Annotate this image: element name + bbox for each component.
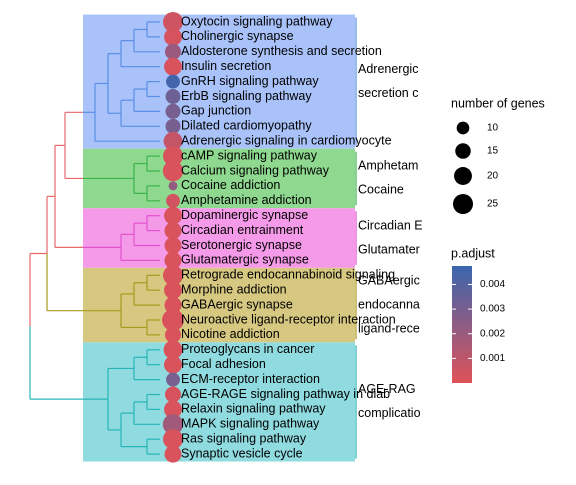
cluster-label: GABAergic [358,273,420,287]
gene-point [165,326,181,343]
gene-point [165,89,181,104]
pathway-label: Insulin secretion [181,59,271,73]
colorbar [452,266,472,383]
cluster-label: endocanna [358,297,420,311]
pathway-label: Synaptic vesicle cycle [181,446,303,460]
pathway-label: Ras signaling pathway [181,431,307,445]
pathway-label: Cocaine addiction [181,178,280,192]
size-legend-key [456,121,470,135]
gene-point [162,309,184,331]
gene-point [164,281,182,300]
gene-point [164,27,182,46]
gene-point [163,265,183,286]
gene-point [166,372,180,387]
colorbar-label: 0.001 [480,353,505,364]
cluster-label: AGE-RAG [358,382,416,396]
gene-point [164,251,182,269]
pathway-label: ECM-receptor interaction [181,372,320,386]
size-legend-label: 25 [487,199,499,210]
gene-point [163,146,183,167]
pathway-label: Circadian entrainment [181,223,304,237]
pathway-label: Retrograde endocannabinoid signaling [181,268,395,282]
pathway-label: Cholinergic synapse [181,29,294,43]
pathway-label: Oxytocin signaling pathway [181,14,333,28]
gene-point [164,400,182,419]
cluster-label: secretion c [358,86,418,100]
gene-point [164,57,182,76]
gene-point [165,386,181,403]
plot: Adrenergic secretion c Amphetam Cocaine Circ… [162,12,423,463]
size-legend-title: number of genes [451,96,545,110]
legend: number of genes 10 15 20 25 p.adjust 0.001 0.00… [451,96,545,383]
color-legend-title: p.adjust [451,246,495,260]
cluster-label: ligand-rece [358,321,420,335]
size-legend-label: 15 [487,146,499,157]
pathway-label: cAMP signaling pathway [181,148,318,162]
cluster-label: Cocaine [358,183,404,197]
pathway-label: Calcium signaling pathway [181,163,330,177]
pathway-label: Serotonergic synapse [181,238,302,252]
size-legend-key [453,194,473,214]
cluster-label: Glutamater [358,242,420,256]
pathway-label: Neuroactive ligand-receptor interaction [181,312,396,326]
gene-point [163,12,183,32]
pathway-label: Gap junction [181,104,251,118]
gene-point [164,296,182,314]
colorbar-label: 0.002 [480,328,505,339]
gene-point [163,340,183,360]
gene-point [165,118,181,134]
pathway-label: Morphine addiction [181,282,287,296]
gene-point [164,445,182,463]
pathway-label: GABAergic synapse [181,297,293,311]
cluster-label: Amphetam [358,159,418,173]
cluster-box [83,342,355,462]
pathway-label: MAPK signaling pathway [181,417,320,431]
cluster-box [83,267,355,343]
pathway-label: Nicotine addiction [181,327,280,341]
pathway-label: Proteoglycans in cancer [181,342,314,356]
pathway-label: Aldosterone synthesis and secretion [181,44,382,58]
size-legend-label: 20 [487,171,499,182]
pathway-label: AGE-RAGE signaling pathway in diab [181,387,390,401]
cluster-label: Adrenergic [358,62,418,76]
gene-point [164,355,182,374]
pathway-label: Adrenergic signaling in cardiomyocyte [181,133,392,147]
pathway-label: GnRH signaling pathway [181,74,319,88]
cluster-label: complicatio [358,406,421,420]
colorbar-label: 0.003 [480,304,505,315]
gene-point [163,429,183,450]
cluster-boxes [83,14,355,462]
pathway-label: Dopaminergic synapse [181,208,308,222]
pathway-label: Relaxin signaling pathway [181,402,326,416]
pathway-label: Glutamatergic synapse [181,253,309,267]
gene-point [166,193,180,208]
cluster-box [83,208,355,268]
tree [29,17,357,459]
gene-point [162,160,184,182]
gene-point [164,237,182,254]
pathway-label: Amphetamine addiction [181,193,312,207]
gene-point [163,131,183,151]
size-legend-key [454,167,472,185]
gene-point [168,181,178,191]
pathway-label: Dilated cardiomyopathy [181,119,312,133]
cluster-label: Circadian E [358,218,423,232]
gene-point [166,74,180,89]
gene-point [164,206,182,225]
gene-point [164,222,182,240]
size-legend-key [455,143,471,159]
gene-point [165,43,181,60]
pathway-label: Focal adhesion [181,357,266,371]
colorbar-label: 0.004 [480,279,505,290]
pathway-label: ErbB signaling pathway [181,89,312,103]
size-legend-label: 10 [487,123,499,134]
gene-point [162,414,184,435]
gene-point [165,103,181,119]
